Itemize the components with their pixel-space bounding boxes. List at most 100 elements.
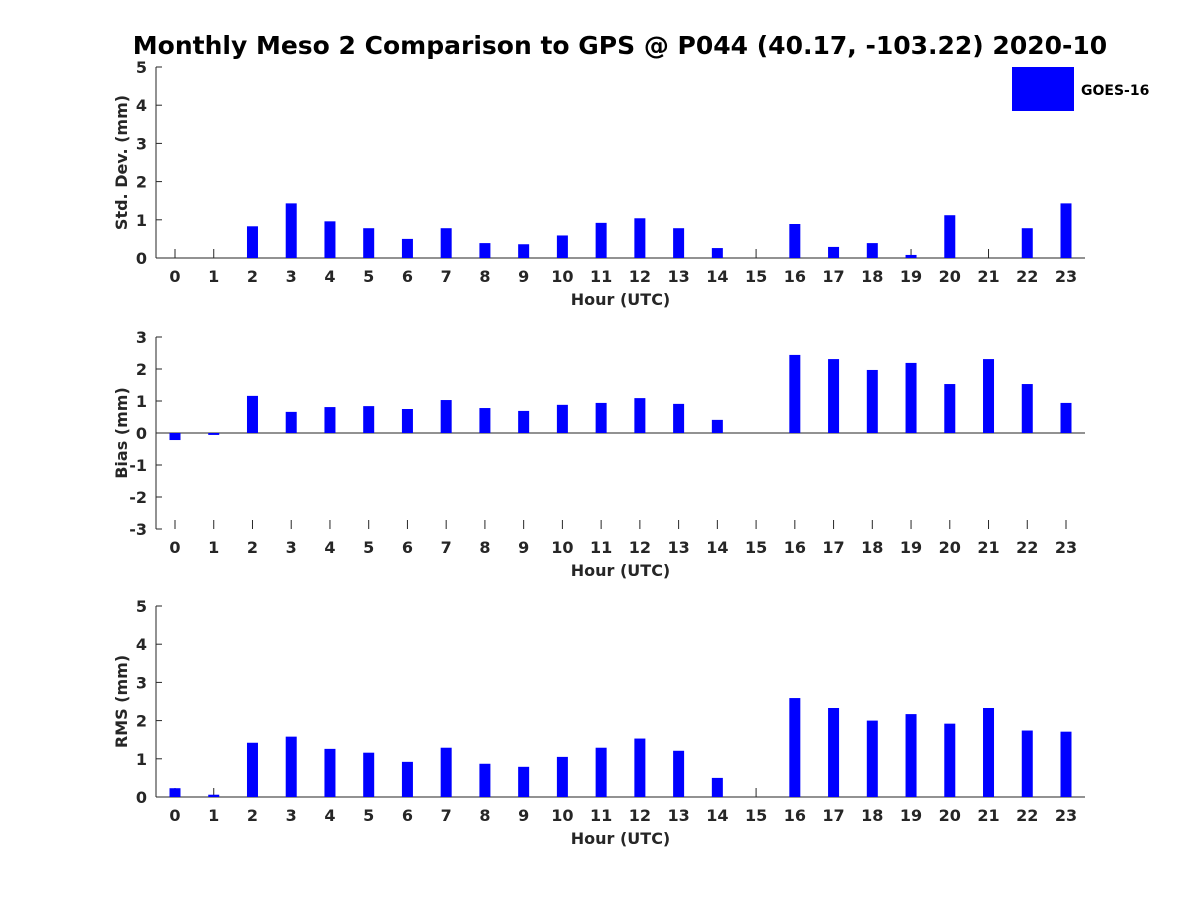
x-tick-label: 8 [479, 538, 490, 557]
y-tick-label: 4 [136, 635, 147, 654]
x-tick-label: 2 [247, 538, 258, 557]
x-tick-label: 1 [208, 538, 219, 557]
x-tick-label: 2 [247, 267, 258, 286]
x-tick-label: 7 [441, 806, 452, 825]
y-tick-label: 5 [136, 597, 147, 616]
bar-hour-11 [595, 222, 607, 258]
bar-hour-8 [479, 763, 491, 797]
x-tick-label: 0 [169, 267, 180, 286]
bar-hour-18 [866, 369, 878, 433]
bar-hour-6 [401, 409, 413, 433]
x-tick-label: 10 [551, 806, 573, 825]
y-tick-label: 5 [136, 58, 147, 77]
bar-hour-17 [828, 359, 840, 433]
chart-title: Monthly Meso 2 Comparison to GPS @ P044 … [133, 31, 1107, 60]
x-tick-label: 13 [667, 538, 689, 557]
bar-hour-18 [866, 243, 878, 258]
x-tick-label: 18 [861, 806, 883, 825]
y-tick-label: 4 [136, 96, 147, 115]
x-tick-label: 22 [1016, 267, 1038, 286]
x-tick-label: 17 [822, 806, 844, 825]
x-tick-label: 1 [208, 267, 219, 286]
legend-label: GOES-16 [1081, 83, 1149, 99]
y-axis-label: Bias (mm) [112, 387, 131, 479]
x-tick-label: 21 [977, 538, 999, 557]
bar-hour-5 [363, 752, 375, 797]
x-tick-label: 11 [590, 806, 612, 825]
bar-hour-0 [169, 788, 181, 797]
x-tick-label: 18 [861, 538, 883, 557]
y-tick-label: -3 [129, 520, 147, 539]
x-tick-label: 3 [286, 267, 297, 286]
bar-hour-19 [905, 362, 917, 433]
bar-hour-1 [208, 794, 220, 797]
x-tick-label: 11 [590, 267, 612, 286]
x-tick-label: 20 [939, 267, 961, 286]
x-tick-label: 5 [363, 538, 374, 557]
x-tick-label: 16 [784, 538, 806, 557]
x-tick-label: 14 [706, 806, 728, 825]
x-tick-label: 2 [247, 806, 258, 825]
bar-hour-10 [556, 235, 568, 258]
bar-hour-2 [246, 742, 258, 797]
x-tick-label: 19 [900, 538, 922, 557]
bar-hour-23 [1060, 402, 1072, 433]
y-axis-label: RMS (mm) [112, 655, 131, 748]
x-axis-label: Hour (UTC) [571, 829, 671, 848]
bar-hour-13 [673, 228, 685, 258]
bar-hour-19 [905, 254, 917, 258]
x-tick-label: 3 [286, 538, 297, 557]
y-tick-label: 1 [136, 392, 147, 411]
x-tick-label: 7 [441, 538, 452, 557]
bar-hour-20 [944, 215, 956, 258]
y-tick-label: 0 [136, 788, 147, 807]
bar-hour-20 [944, 723, 956, 797]
x-tick-label: 5 [363, 267, 374, 286]
y-tick-label: 3 [136, 673, 147, 692]
y-tick-label: 2 [136, 360, 147, 379]
bar-hour-9 [518, 766, 530, 797]
legend: GOES-16 [1012, 67, 1149, 111]
bar-hour-0 [169, 433, 181, 441]
x-tick-label: 1 [208, 806, 219, 825]
bar-hour-4 [324, 407, 336, 433]
bar-hour-14 [711, 777, 723, 797]
x-tick-label: 4 [324, 538, 335, 557]
x-tick-label: 9 [518, 806, 529, 825]
bar-hour-2 [246, 395, 258, 433]
y-tick-label: 1 [136, 211, 147, 230]
bar-hour-7 [440, 400, 452, 433]
x-tick-label: 18 [861, 267, 883, 286]
bar-hour-17 [828, 246, 840, 258]
x-tick-label: 23 [1055, 806, 1077, 825]
bar-hour-4 [324, 748, 336, 797]
y-tick-label: 0 [136, 249, 147, 268]
bar-hour-13 [673, 750, 685, 797]
x-tick-label: 14 [706, 538, 728, 557]
bar-hour-8 [479, 408, 491, 433]
x-tick-label: 17 [822, 267, 844, 286]
bar-hour-10 [556, 404, 568, 433]
y-tick-label: 0 [136, 424, 147, 443]
bar-hour-19 [905, 714, 917, 797]
x-tick-label: 9 [518, 538, 529, 557]
bar-hour-6 [401, 761, 413, 797]
bar-hour-16 [789, 698, 801, 797]
x-tick-label: 22 [1016, 538, 1038, 557]
bar-hour-13 [673, 403, 685, 433]
bar-hour-5 [363, 406, 375, 433]
bar-hour-12 [634, 398, 646, 433]
x-tick-label: 0 [169, 538, 180, 557]
bar-hour-11 [595, 402, 607, 433]
bar-hour-9 [518, 410, 530, 433]
x-tick-label: 19 [900, 806, 922, 825]
bar-hour-7 [440, 747, 452, 797]
bar-hour-16 [789, 354, 801, 433]
x-tick-label: 3 [286, 806, 297, 825]
bar-hour-3 [285, 203, 297, 258]
bar-hour-14 [711, 248, 723, 258]
x-tick-label: 10 [551, 267, 573, 286]
x-tick-label: 7 [441, 267, 452, 286]
